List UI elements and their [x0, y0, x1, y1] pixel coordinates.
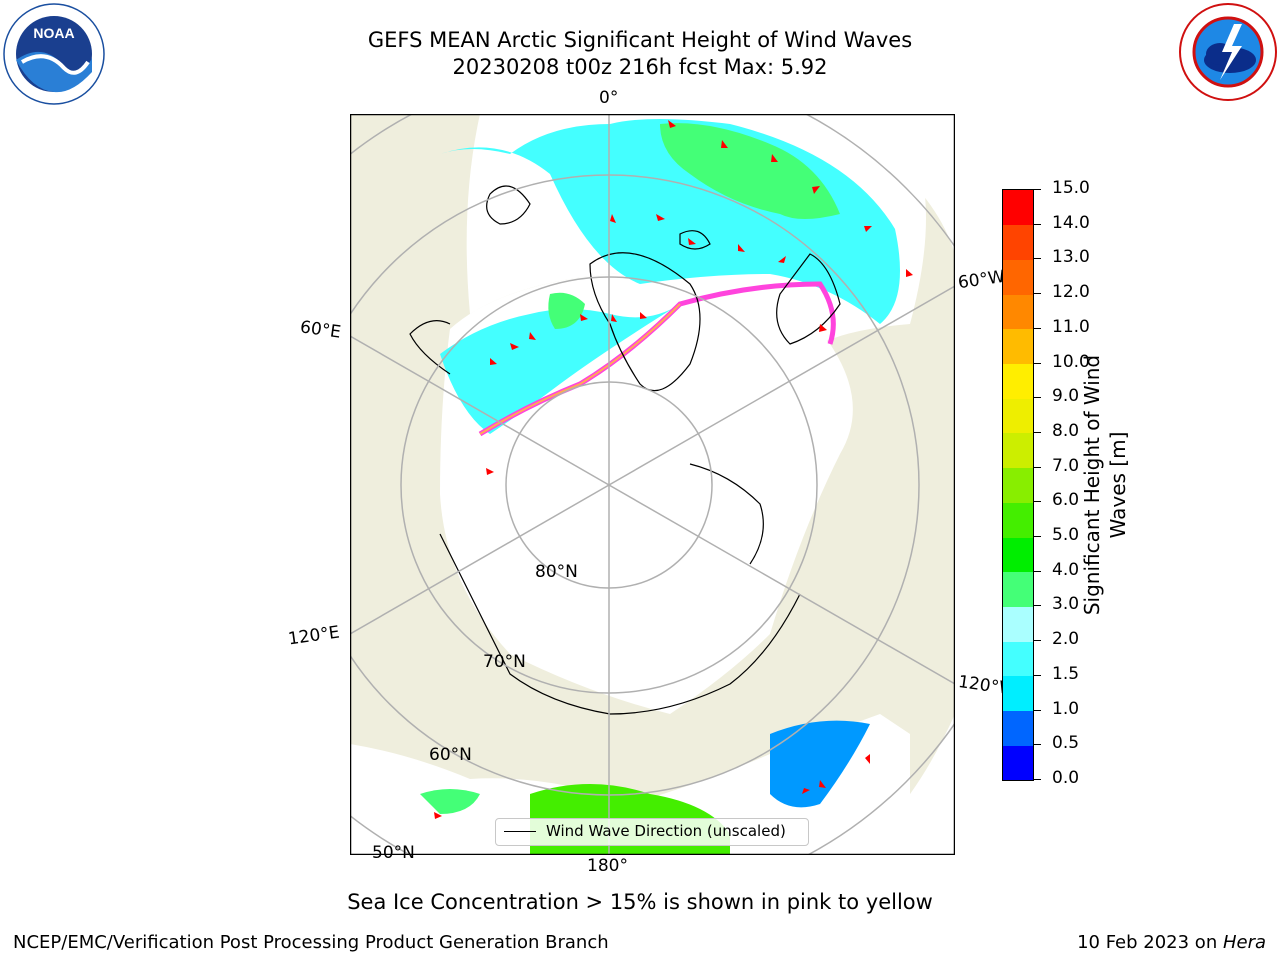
colorbar-tick-mark — [1033, 362, 1041, 364]
nws-logo — [1179, 3, 1277, 101]
chart-title: GEFS MEAN Arctic Significant Height of W… — [367, 28, 913, 52]
colorbar-tick-label: 13.0 — [1052, 247, 1090, 268]
colorbar-tick-label: 15.0 — [1052, 178, 1090, 198]
footer-date-text: 10 Feb 2023 on — [1077, 932, 1223, 953]
footer-date: 10 Feb 2023 on Hera — [1077, 932, 1266, 953]
colorbar-band — [1003, 571, 1033, 607]
lat-label-70n: 70°N — [483, 652, 526, 672]
colorbar-tick-label: 4.0 — [1052, 559, 1080, 580]
colorbar-tick-mark — [1033, 605, 1041, 607]
colorbar-band — [1003, 606, 1033, 642]
sea-ice-note: Sea Ice Concentration > 15% is shown in … — [347, 890, 933, 914]
colorbar-tick-label: 5.0 — [1052, 525, 1080, 546]
colorbar-tick-mark — [1033, 501, 1041, 503]
colorbar-band — [1003, 537, 1033, 573]
colorbar-tick-mark — [1033, 258, 1041, 260]
colorbar-tick-mark — [1033, 536, 1041, 538]
colorbar-tick-label: 10.0 — [1052, 351, 1090, 372]
graticule — [350, 114, 955, 855]
colorbar-band — [1003, 294, 1033, 330]
colorbar-tick-label: 12.0 — [1052, 282, 1090, 303]
footer-source: NCEP/EMC/Verification Post Processing Pr… — [13, 932, 609, 953]
colorbar-tick-mark — [1033, 327, 1041, 329]
colorbar-band — [1003, 641, 1033, 677]
colorbar — [1002, 189, 1034, 781]
colorbar-tick-mark — [1033, 570, 1041, 572]
map-frame — [350, 114, 955, 855]
colorbar-tick-label: 2.0 — [1052, 629, 1080, 650]
wave-field-pacific — [770, 720, 870, 808]
colorbar-tick-mark — [1033, 431, 1041, 433]
colorbar-band — [1003, 190, 1033, 226]
colorbar-tick-label: 0.0 — [1052, 768, 1080, 788]
colorbar-tick-label: 7.0 — [1052, 455, 1080, 476]
colorbar-tick-mark — [1033, 466, 1041, 468]
colorbar-band — [1003, 745, 1033, 781]
lon-label-180: 180° — [587, 856, 628, 876]
colorbar-band — [1003, 432, 1033, 469]
colorbar-tick-mark — [1033, 397, 1041, 399]
map-legend: Wind Wave Direction (unscaled) — [495, 818, 809, 846]
colorbar-band — [1003, 710, 1033, 746]
colorbar-tick-label: 6.0 — [1052, 490, 1080, 511]
colorbar-tick-label: 1.5 — [1052, 663, 1080, 684]
footer-host: Hera — [1222, 932, 1266, 953]
colorbar-band — [1003, 224, 1033, 260]
colorbar-tick-label: 9.0 — [1052, 386, 1080, 407]
colorbar-tick-mark — [1033, 779, 1041, 780]
colorbar-band — [1003, 363, 1033, 399]
colorbar-tick-mark — [1033, 293, 1041, 295]
legend-line-swatch — [504, 831, 536, 832]
colorbar-tick-mark — [1033, 189, 1041, 190]
colorbar-band — [1003, 467, 1033, 503]
colorbar-band — [1003, 502, 1033, 538]
colorbar-tick-mark — [1033, 709, 1041, 711]
colorbar-band — [1003, 675, 1033, 712]
colorbar-tick-label: 1.0 — [1052, 698, 1080, 719]
lat-label-60n: 60°N — [429, 745, 472, 765]
lon-label-0: 0° — [599, 88, 619, 108]
colorbar-tick-mark — [1033, 674, 1041, 676]
colorbar-tick-mark — [1033, 744, 1041, 746]
colorbar-tick-mark — [1033, 640, 1041, 642]
colorbar-tick-label: 3.0 — [1052, 594, 1080, 615]
lat-label-50n: 50°N — [372, 843, 415, 863]
colorbar-tick-label: 0.5 — [1052, 733, 1080, 754]
colorbar-tick-label: 8.0 — [1052, 420, 1080, 441]
lat-label-80n: 80°N — [535, 562, 578, 582]
colorbar-band — [1003, 328, 1033, 365]
colorbar-tick-label: 11.0 — [1052, 316, 1090, 337]
arctic-map — [350, 114, 955, 855]
colorbar-label-line2: Waves [m] — [1106, 431, 1130, 539]
lon-label-60w: 60°W — [956, 266, 1007, 294]
wave-direction-arrows — [434, 120, 913, 819]
noaa-logo: NOAA — [3, 3, 105, 105]
colorbar-tick-label: 14.0 — [1052, 212, 1090, 233]
colorbar-band — [1003, 259, 1033, 295]
colorbar-label-line1: Significant Height of Wind — [1080, 354, 1104, 616]
chart-subtitle-run: 20230208 t00z 216h fcst Max: 5.92 — [452, 55, 828, 79]
lon-label-120e: 120°E — [286, 622, 341, 650]
legend-text: Wind Wave Direction (unscaled) — [546, 822, 786, 840]
colorbar-tick-mark — [1033, 223, 1041, 225]
lon-label-60e: 60°E — [298, 317, 343, 343]
wave-field-green — [660, 123, 840, 219]
colorbar-band — [1003, 398, 1033, 434]
noaa-logo-text: NOAA — [33, 25, 74, 41]
